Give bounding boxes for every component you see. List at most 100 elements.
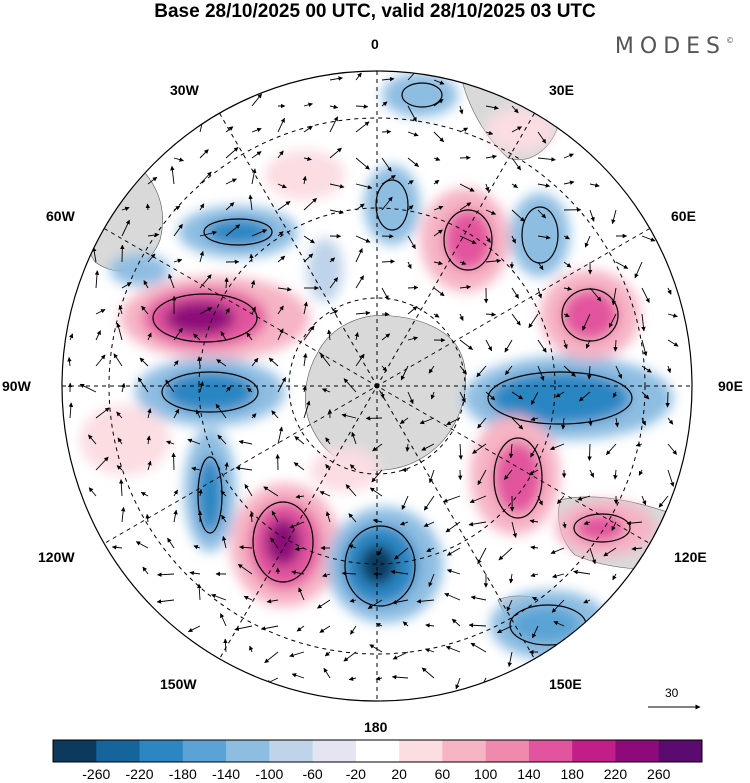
wind-vector bbox=[156, 599, 175, 604]
wind-vector bbox=[298, 587, 305, 601]
wind-vector bbox=[277, 426, 284, 445]
wind-vector bbox=[215, 403, 227, 419]
wind-vector bbox=[470, 642, 487, 653]
wind-vector bbox=[458, 443, 463, 460]
wind-vector bbox=[407, 285, 419, 290]
wind-vector bbox=[506, 599, 513, 612]
pos-anomaly bbox=[80, 405, 170, 475]
lon-label-60w: 60W bbox=[46, 208, 75, 224]
wind-vector bbox=[665, 391, 670, 408]
wind-vector bbox=[329, 310, 339, 315]
wind-vector bbox=[211, 593, 227, 601]
wind-vector bbox=[563, 286, 573, 291]
colorbar-swatch bbox=[399, 740, 443, 762]
wind-vector bbox=[507, 651, 513, 668]
wind-vector bbox=[135, 541, 149, 549]
wind-vector bbox=[504, 365, 513, 376]
wind-vector bbox=[277, 150, 284, 159]
wind-vector bbox=[549, 443, 565, 450]
neg-anomaly bbox=[110, 254, 170, 286]
wind-vector bbox=[147, 232, 160, 238]
wind-vector bbox=[423, 521, 435, 527]
wind-vector bbox=[238, 439, 253, 445]
colorbar-swatch bbox=[53, 740, 97, 762]
wind-vector bbox=[291, 673, 305, 679]
wind-vector bbox=[603, 547, 617, 557]
wind-vector bbox=[91, 246, 97, 263]
wind-vector bbox=[224, 462, 229, 471]
wind-vector bbox=[537, 365, 545, 381]
wind-vector bbox=[116, 322, 123, 341]
wind-vector bbox=[390, 569, 409, 575]
wind-vector bbox=[433, 156, 441, 161]
contour bbox=[344, 525, 416, 607]
wind-vector bbox=[537, 287, 543, 299]
wind-vector bbox=[459, 127, 469, 133]
wind-vector bbox=[303, 156, 312, 161]
wind-vector bbox=[120, 506, 126, 523]
wind-vector bbox=[563, 235, 570, 240]
wind-vector bbox=[511, 287, 519, 299]
wind-vector bbox=[303, 253, 314, 263]
wind-vector bbox=[95, 407, 110, 419]
wind-vector bbox=[433, 287, 445, 297]
wind-vector bbox=[504, 469, 513, 480]
wind-vector bbox=[146, 435, 151, 445]
colorbar-tick-label: 260 bbox=[647, 766, 671, 782]
wind-vector bbox=[485, 258, 502, 264]
logo-text: MODES bbox=[614, 34, 726, 59]
wind-vector bbox=[264, 651, 279, 664]
wind-vector bbox=[251, 229, 268, 237]
colorbar-tick-label: -100 bbox=[255, 766, 284, 782]
wind-vector bbox=[220, 331, 227, 341]
wind-vector bbox=[355, 72, 362, 81]
neg-anomaly bbox=[197, 457, 223, 533]
colorbar-swatch bbox=[226, 740, 270, 762]
wind-vector bbox=[455, 677, 461, 690]
wind-vector bbox=[459, 391, 466, 403]
wind-vector bbox=[225, 202, 235, 211]
wind-vector bbox=[369, 644, 383, 653]
colorbar-swatch bbox=[96, 740, 141, 762]
wind-vector bbox=[199, 274, 212, 289]
wind-vector bbox=[348, 676, 357, 681]
colorbar-swatch bbox=[485, 740, 530, 762]
wind-vector bbox=[369, 487, 383, 497]
wind-vector bbox=[199, 149, 209, 159]
wind-vector bbox=[303, 125, 313, 133]
wind-vector bbox=[329, 76, 343, 81]
colorbar-tick-label: -180 bbox=[168, 766, 197, 782]
wind-vector bbox=[249, 512, 254, 523]
wind-vector bbox=[511, 157, 522, 171]
wind-vector bbox=[217, 434, 227, 445]
wind-vector bbox=[485, 339, 493, 352]
wind-vector bbox=[381, 101, 388, 107]
wind-vector bbox=[251, 168, 257, 185]
wind-vector bbox=[511, 105, 519, 114]
wind-vector bbox=[95, 330, 101, 341]
colorbar-swatch bbox=[442, 740, 487, 762]
wind-vector bbox=[537, 131, 547, 144]
wind-vector bbox=[421, 667, 435, 679]
wind-vector bbox=[317, 599, 331, 609]
wind-vector bbox=[329, 257, 336, 263]
colorbar-swatch bbox=[182, 740, 227, 762]
wind-vector bbox=[530, 391, 539, 405]
wind-vector bbox=[392, 651, 409, 660]
wind-vector bbox=[511, 417, 524, 430]
wind-vector bbox=[367, 599, 383, 609]
wind-vector bbox=[459, 284, 472, 290]
wind-vector bbox=[563, 365, 576, 377]
wind-vector bbox=[407, 105, 417, 122]
wind-vector bbox=[95, 354, 106, 367]
wind-vector bbox=[381, 157, 392, 172]
wind-vector bbox=[270, 537, 279, 549]
wind-vector bbox=[399, 521, 409, 526]
chart-title: Base 28/10/2025 00 UTC, valid 28/10/2025… bbox=[154, 1, 596, 22]
wind-vector bbox=[667, 417, 674, 425]
wind-vector bbox=[399, 417, 409, 425]
wind-vector bbox=[508, 573, 514, 584]
wind-vector bbox=[532, 625, 539, 639]
neg-anomaly bbox=[510, 607, 580, 643]
